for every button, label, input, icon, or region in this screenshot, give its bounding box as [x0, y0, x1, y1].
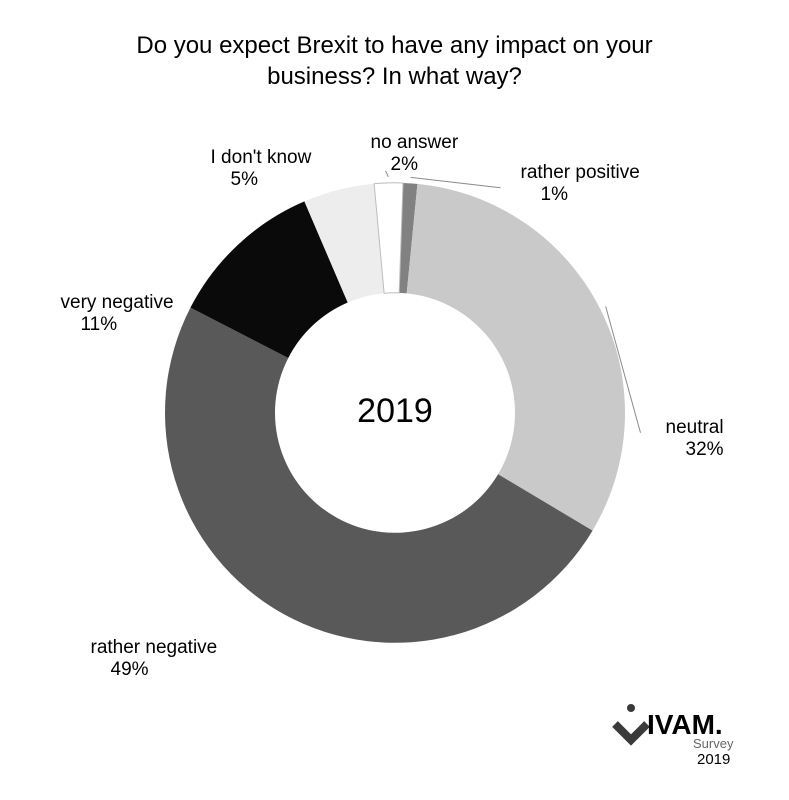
- slice-neutral: [406, 184, 624, 531]
- ivam-logo-icon: IVAM. Survey 2019: [609, 680, 749, 770]
- slice-label-text: rather negative: [90, 637, 217, 658]
- slice-label-pct: 32%: [685, 439, 723, 460]
- slice-label-pct: 49%: [110, 659, 148, 680]
- title-line-1: Do you expect Brexit to have any impact …: [136, 32, 652, 59]
- slice-label-text: I don't know: [210, 147, 311, 168]
- slice-label-text: very negative: [60, 292, 173, 313]
- slice-label-pct: 1%: [540, 184, 568, 205]
- slice-label-pct: 11%: [80, 314, 117, 335]
- slice-label-pct: 2%: [390, 154, 418, 175]
- slice-label-text: rather positive: [520, 162, 639, 183]
- brand-subtitle: Survey: [693, 736, 734, 751]
- title-line-2: business? In what way?: [267, 63, 522, 90]
- brand-logo: IVAM. Survey 2019: [609, 680, 749, 770]
- chart-title: Do you expect Brexit to have any impact …: [0, 30, 789, 92]
- leader-line: [385, 171, 388, 177]
- slice-label-pct: 5%: [230, 169, 258, 190]
- donut-center-label: 2019: [357, 392, 433, 430]
- slice-label-text: neutral: [665, 417, 723, 438]
- donut-chart-container: rather positive1% neutral32% rather negati…: [0, 93, 789, 733]
- slice-label-text: no answer: [370, 132, 458, 153]
- brand-year: 2019: [697, 751, 730, 768]
- donut-chart: rather positive1% neutral32% rather negati…: [0, 93, 789, 733]
